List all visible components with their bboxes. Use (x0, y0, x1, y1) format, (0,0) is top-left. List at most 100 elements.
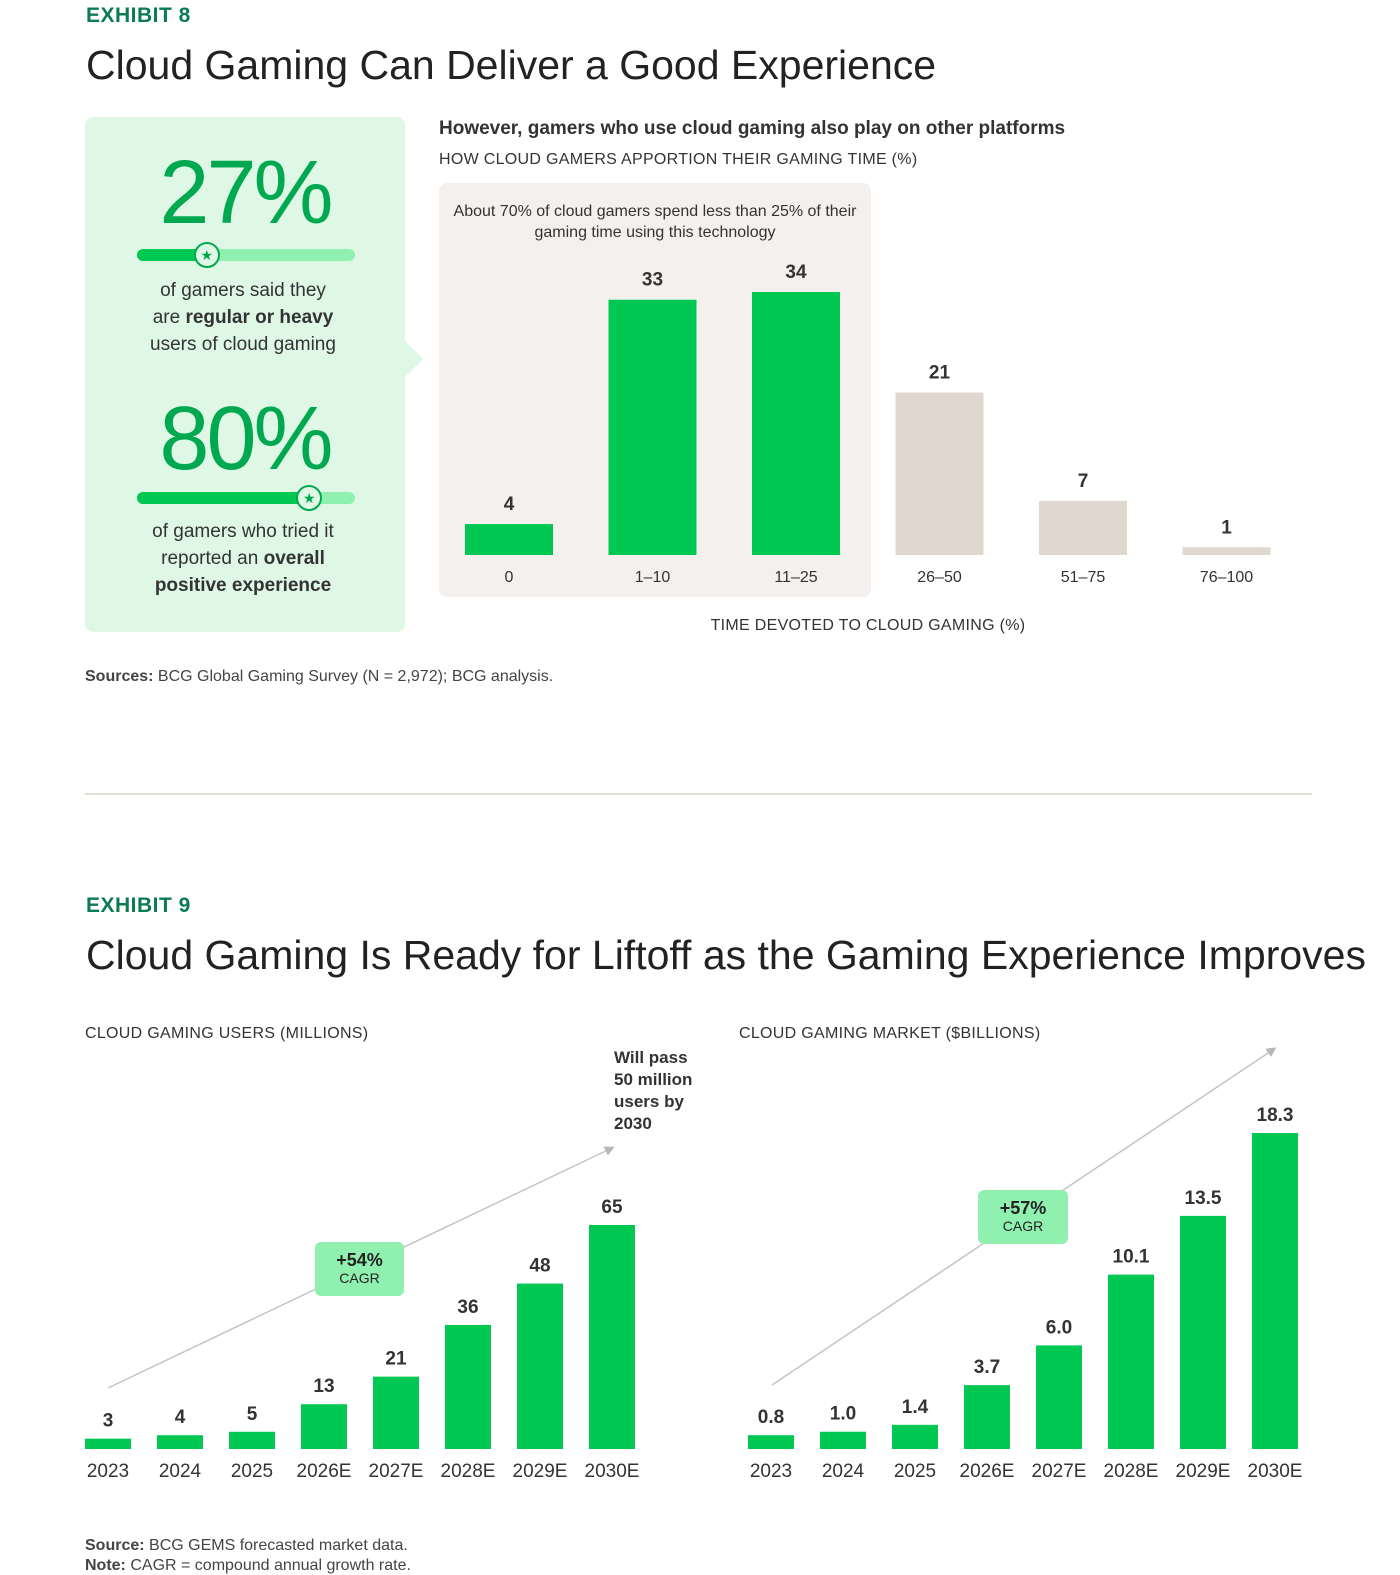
stat-positive-experience-value: 80% (159, 389, 333, 489)
users-bar-value-label: 21 (385, 1349, 407, 1370)
bar-value-label: 33 (642, 270, 663, 291)
stat-positive-experience-description: of gamers who tried it reported an overa… (83, 518, 403, 599)
market-x-tick-label: 2030E (1248, 1461, 1303, 1482)
market-x-tick-label: 2023 (750, 1461, 792, 1482)
callout-line-4: 2030 (614, 1114, 652, 1133)
market-bar-value-label: 1.0 (830, 1404, 856, 1425)
users-x-tick-label: 2027E (369, 1461, 424, 1482)
users-bar-2027E (373, 1376, 419, 1449)
users-x-tick-label: 2029E (513, 1461, 568, 1482)
market-x-tick-label: 2026E (960, 1461, 1015, 1482)
exhibit-9-note: Note: CAGR = compound annual growth rate… (85, 1557, 411, 1575)
callout-line-2: 50 million (614, 1070, 693, 1089)
star-icon: ★ (296, 485, 323, 511)
exhibit-8-subtitle: However, gamers who use cloud gaming als… (439, 118, 1066, 139)
market-x-tick-label: 2027E (1032, 1461, 1087, 1482)
users-bar-value-label: 36 (457, 1297, 478, 1318)
users-bar-2030E (589, 1225, 635, 1449)
exhibit-9-source: Source: BCG GEMS forecasted market data. (85, 1537, 408, 1555)
users-x-tick-label: 2030E (585, 1461, 640, 1482)
time-chart-x-axis-label: TIME DEVOTED TO CLOUD GAMING (%) (710, 617, 1026, 634)
users-bar-value-label: 65 (601, 1197, 623, 1218)
bar-26–50 (895, 392, 984, 555)
users-bar-value-label: 3 (103, 1411, 114, 1432)
market-x-tick-label: 2025 (894, 1461, 936, 1482)
bar-value-label: 21 (929, 363, 951, 384)
users-x-tick-label: 2025 (231, 1461, 273, 1482)
market-bar-2023 (748, 1435, 794, 1449)
users-x-tick-label: 2024 (159, 1461, 202, 1482)
stat2-line2-bold: overall (263, 548, 325, 569)
market-cagr-label: CAGR (1002, 1218, 1044, 1234)
x-tick-label: 1–10 (635, 569, 671, 586)
market-bar-2025 (892, 1424, 938, 1449)
exhibit-9-title: Cloud Gaming Is Ready for Liftoff as the… (86, 932, 1366, 978)
users-cagr-value: +54% (336, 1250, 383, 1270)
source-label: Source: (85, 1537, 145, 1554)
x-tick-label: 76–100 (1200, 569, 1253, 586)
market-bar-2029E (1180, 1215, 1226, 1449)
market-bar-value-label: 3.7 (974, 1357, 1000, 1378)
users-bar-2026E (301, 1404, 347, 1449)
users-cagr-label: CAGR (339, 1270, 380, 1286)
stat-regular-users-description: of gamers said they are regular or heavy… (83, 277, 403, 358)
highlight-note: About 70% of cloud gamers spend less tha… (453, 203, 857, 241)
stat-regular-users-bar-fill (137, 249, 207, 261)
star-icon: ★ (193, 242, 220, 268)
stat-regular-users-value: 27% (159, 143, 333, 243)
market-x-tick-label: 2024 (822, 1461, 865, 1482)
market-x-tick-label: 2028E (1104, 1461, 1159, 1482)
x-tick-label: 26–50 (917, 569, 962, 586)
market-bar-value-label: 18.3 (1257, 1105, 1294, 1126)
exhibit-9-charts: 3 2023 4 2024 5 2025 13 2026E 21 2027E 36 2028E 48 20… (85, 1047, 1303, 1482)
market-bar-2027E (1036, 1345, 1082, 1449)
exhibit-8-source: Sources: BCG Global Gaming Survey (N = 2… (85, 668, 553, 686)
market-bar-value-label: 0.8 (758, 1407, 784, 1428)
panel-pointer (405, 341, 423, 377)
market-bar-2024 (820, 1431, 866, 1449)
users-bar-value-label: 13 (313, 1376, 334, 1397)
market-bar-value-label: 6.0 (1046, 1317, 1072, 1338)
users-chart-label: CLOUD GAMING USERS (MILLIONS) (85, 1025, 369, 1042)
x-tick-label: 51–75 (1061, 569, 1106, 586)
market-bar-value-label: 13.5 (1185, 1188, 1222, 1209)
bar-value-label: 34 (785, 262, 807, 283)
x-tick-label: 11–25 (774, 569, 817, 586)
users-x-tick-label: 2023 (87, 1461, 129, 1482)
callout-line-1: Will pass (614, 1048, 688, 1067)
stat1-line1: of gamers said they (160, 280, 326, 301)
stat2-line1: of gamers who tried it (152, 521, 334, 542)
market-bar-value-label: 1.4 (902, 1397, 929, 1418)
callout-line-3: users by (614, 1092, 684, 1111)
bar-0 (465, 524, 553, 555)
stat-regular-users-bar: ★ (137, 242, 355, 268)
market-cagr-badge: +57% CAGR (978, 1190, 1068, 1244)
note-text: CAGR = compound annual growth rate. (125, 1557, 411, 1574)
stat1-line3: users of cloud gaming (150, 334, 336, 355)
users-bar-value-label: 4 (175, 1407, 186, 1428)
section-divider (85, 793, 1312, 795)
users-bar-value-label: 48 (529, 1256, 550, 1277)
bar-value-label: 7 (1078, 471, 1089, 492)
note-label: Note: (85, 1557, 126, 1574)
bar-value-label: 1 (1221, 517, 1232, 538)
market-bar-value-label: 10.1 (1113, 1247, 1150, 1268)
users-x-tick-label: 2028E (441, 1461, 496, 1482)
market-bar-2030E (1252, 1133, 1298, 1449)
market-chart-label: CLOUD GAMING MARKET ($BILLIONS) (739, 1025, 1041, 1042)
market-x-tick-label: 2029E (1176, 1461, 1231, 1482)
stat-positive-experience-bar: ★ (137, 485, 355, 511)
users-bar-2029E (517, 1283, 563, 1449)
market-bar-2026E (964, 1385, 1010, 1449)
market-bar-2028E (1108, 1274, 1154, 1449)
source-text: BCG GEMS forecasted market data. (144, 1537, 408, 1554)
users-callout: Will pass 50 million users by 2030 (614, 1047, 692, 1135)
bar-11–25 (752, 292, 840, 555)
stat1-line2-prefix: are (152, 307, 186, 328)
users-bar-2023 (85, 1438, 131, 1449)
users-bar-2024 (157, 1435, 203, 1449)
bar-value-label: 4 (504, 494, 515, 515)
users-bar-2025 (229, 1431, 275, 1449)
exhibit-9-label: EXHIBIT 9 (86, 894, 191, 917)
bar-76–100 (1182, 547, 1271, 555)
